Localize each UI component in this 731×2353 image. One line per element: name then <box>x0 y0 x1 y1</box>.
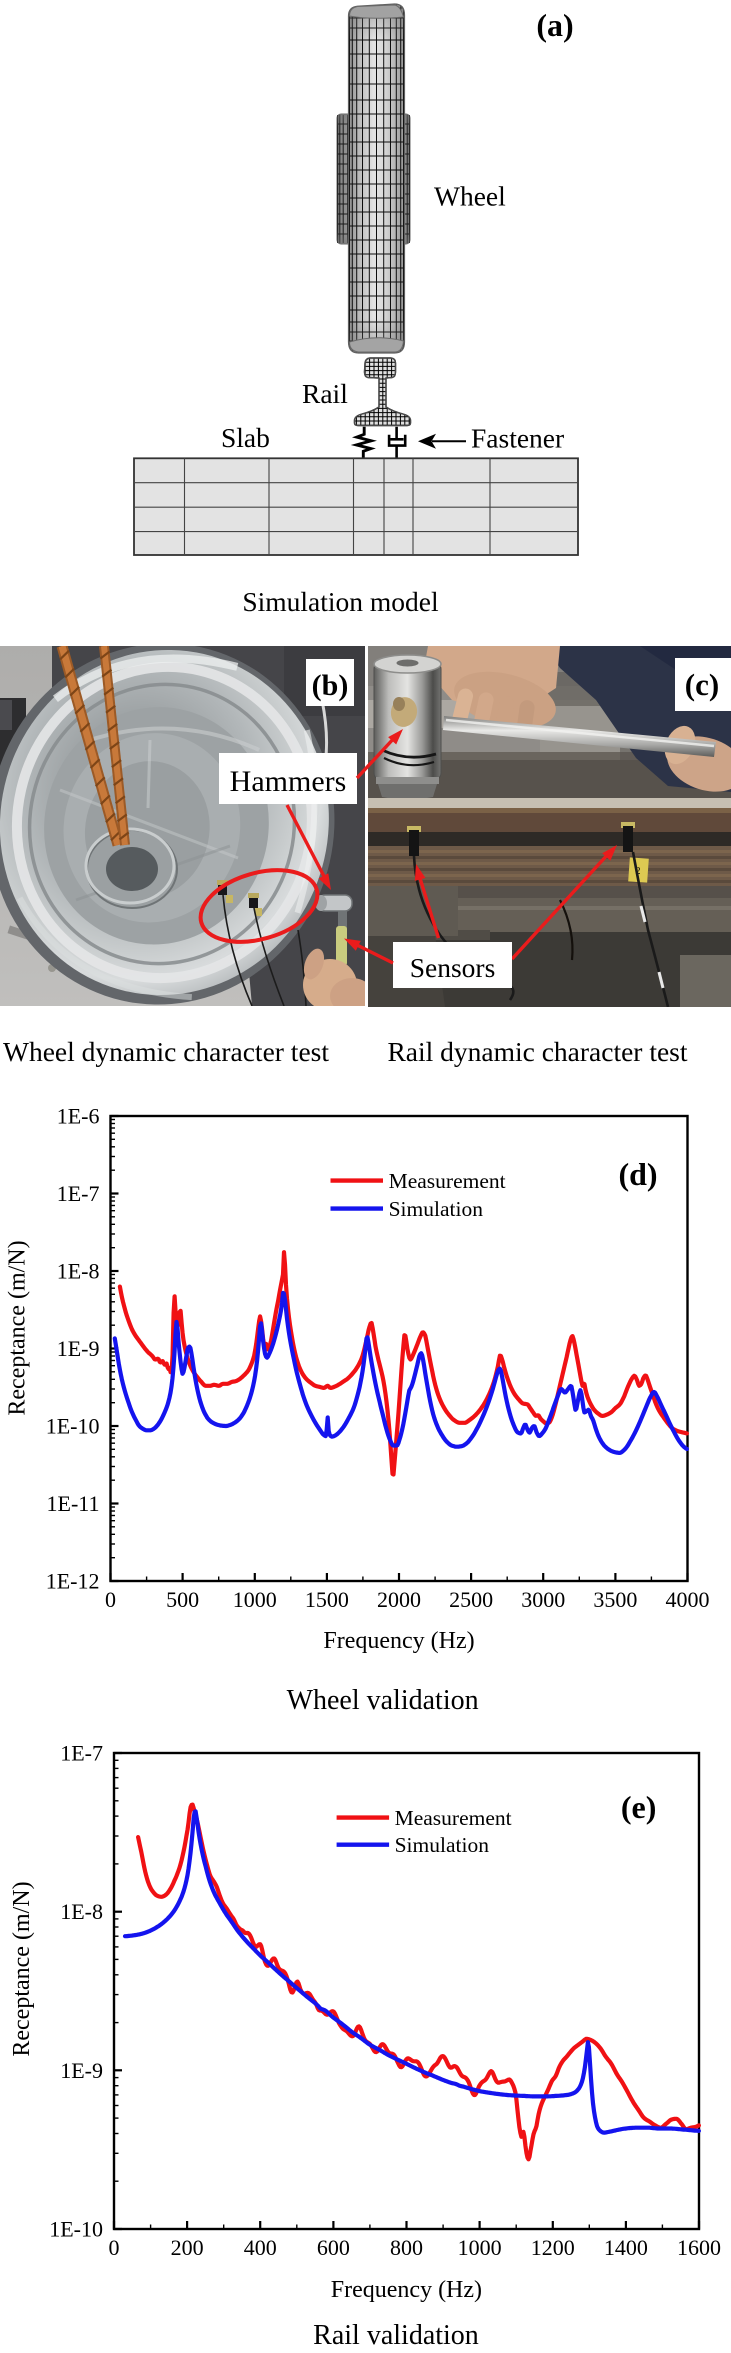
svg-text:1E-9: 1E-9 <box>57 1336 100 1361</box>
svg-text:500: 500 <box>166 1587 199 1612</box>
svg-text:(b): (b) <box>312 669 349 702</box>
svg-text:2000: 2000 <box>377 1587 421 1612</box>
svg-text:(a): (a) <box>536 7 573 43</box>
svg-text:0: 0 <box>109 2235 120 2260</box>
svg-text:400: 400 <box>244 2235 277 2260</box>
svg-text:2500: 2500 <box>449 1587 493 1612</box>
svg-text:Receptance (m/N): Receptance (m/N) <box>5 1240 31 1415</box>
svg-text:1E-6: 1E-6 <box>57 1104 100 1129</box>
svg-text:1600: 1600 <box>677 2235 721 2260</box>
svg-text:Wheel dynamic character test: Wheel dynamic character test <box>3 1036 329 1067</box>
svg-text:1E-11: 1E-11 <box>47 1491 100 1516</box>
svg-text:3500: 3500 <box>593 1587 637 1612</box>
svg-text:1E-8: 1E-8 <box>57 1259 100 1284</box>
svg-text:800: 800 <box>390 2235 423 2260</box>
svg-text:(c): (c) <box>685 667 719 702</box>
svg-text:Frequency (Hz): Frequency (Hz) <box>323 1628 474 1654</box>
svg-text:1500: 1500 <box>305 1587 349 1612</box>
svg-text:Measurement: Measurement <box>389 1169 506 1193</box>
svg-text:Wheel validation: Wheel validation <box>287 1685 479 1716</box>
svg-text:1E-7: 1E-7 <box>60 1741 103 1766</box>
svg-text:Simulation: Simulation <box>389 1197 484 1221</box>
svg-text:Measurement: Measurement <box>395 1806 512 1830</box>
svg-text:3000: 3000 <box>521 1587 565 1612</box>
svg-text:4000: 4000 <box>666 1587 710 1612</box>
svg-text:Rail: Rail <box>302 378 348 409</box>
svg-text:Wheel: Wheel <box>434 181 506 212</box>
svg-text:1E-7: 1E-7 <box>57 1181 100 1206</box>
svg-text:1E-9: 1E-9 <box>60 2058 103 2083</box>
svg-text:2: 2 <box>636 866 641 877</box>
svg-text:Simulation: Simulation <box>395 1833 490 1857</box>
svg-text:1E-8: 1E-8 <box>60 1899 103 1924</box>
svg-text:Fastener: Fastener <box>471 423 564 454</box>
svg-text:Simulation model: Simulation model <box>242 586 439 617</box>
svg-text:Rail validation: Rail validation <box>313 2320 479 2351</box>
svg-text:Frequency (Hz): Frequency (Hz) <box>331 2277 482 2303</box>
svg-text:1E-10: 1E-10 <box>46 1414 100 1439</box>
svg-text:1400: 1400 <box>604 2235 648 2260</box>
svg-text:Slab: Slab <box>221 422 270 453</box>
svg-text:Rail dynamic character test: Rail dynamic character test <box>387 1036 687 1067</box>
svg-text:(d): (d) <box>618 1156 657 1192</box>
svg-text:1000: 1000 <box>233 1587 277 1612</box>
svg-text:1200: 1200 <box>531 2235 575 2260</box>
svg-text:1000: 1000 <box>458 2235 502 2260</box>
svg-text:200: 200 <box>171 2235 204 2260</box>
svg-text:0: 0 <box>105 1587 116 1612</box>
svg-text:1E-12: 1E-12 <box>46 1569 100 1594</box>
svg-text:Receptance (m/N): Receptance (m/N) <box>9 1881 35 2056</box>
svg-text:(e): (e) <box>621 1789 657 1825</box>
svg-text:1E-10: 1E-10 <box>49 2217 103 2242</box>
svg-text:Sensors: Sensors <box>410 952 496 983</box>
svg-text:Hammers: Hammers <box>230 765 347 798</box>
svg-text:600: 600 <box>317 2235 350 2260</box>
